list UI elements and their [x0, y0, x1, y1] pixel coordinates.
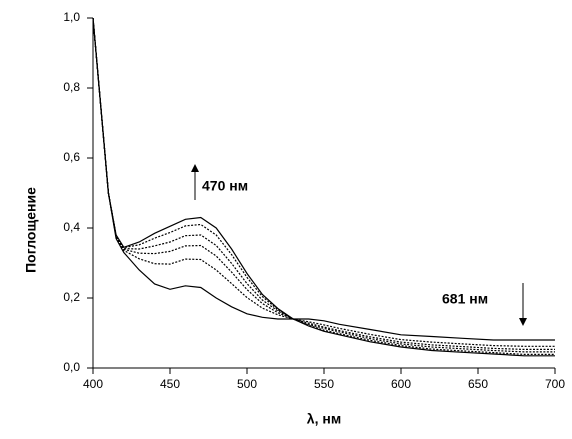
spectrum-line	[92, 17, 555, 355]
annotation: 470 нм	[202, 178, 248, 194]
x-axis-title: λ, нм	[307, 411, 341, 427]
y-tick-label: 0,2	[63, 290, 80, 304]
spectrum-line	[92, 17, 555, 341]
x-tick-label: 450	[160, 377, 180, 391]
y-tick-label: 0,6	[63, 150, 80, 164]
x-tick-label: 600	[391, 377, 411, 391]
y-tick-label: 1,0	[63, 10, 80, 24]
x-tick-label: 650	[468, 377, 488, 391]
y-axis-title: Поглощение	[23, 187, 39, 273]
arrow-head	[519, 318, 527, 326]
x-tick-label: 400	[83, 377, 103, 391]
y-tick-label: 0,0	[63, 360, 80, 374]
annotation: 681 нм	[442, 291, 488, 307]
spectrum-line	[92, 17, 555, 353]
x-tick-label: 500	[237, 377, 257, 391]
x-tick-label: 550	[314, 377, 334, 391]
y-tick-label: 0,8	[63, 80, 80, 94]
spectrum-line	[92, 17, 555, 357]
x-tick-label: 700	[545, 377, 565, 391]
y-tick-label: 0,4	[63, 220, 80, 234]
arrow-head	[191, 164, 199, 172]
spectrum-line	[92, 17, 555, 347]
